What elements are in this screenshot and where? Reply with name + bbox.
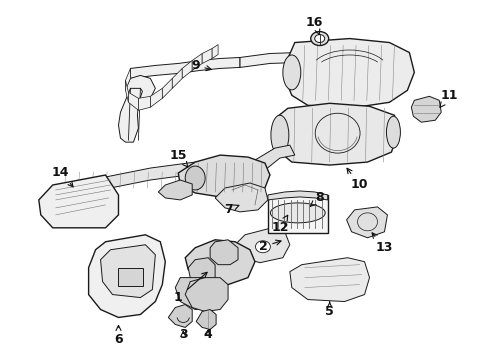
Text: 2: 2 [259,240,281,253]
Polygon shape [138,96,150,110]
Polygon shape [158,180,192,200]
Polygon shape [212,45,218,58]
Polygon shape [125,80,128,102]
Polygon shape [128,92,138,110]
Text: 8: 8 [310,192,324,206]
Ellipse shape [283,55,301,90]
Polygon shape [182,60,192,78]
Polygon shape [185,240,255,285]
Polygon shape [119,88,143,142]
Text: 6: 6 [114,325,123,346]
Polygon shape [285,39,415,108]
Text: 15: 15 [170,149,188,167]
Bar [119,268,144,285]
Ellipse shape [315,35,325,42]
Text: 7: 7 [224,203,239,216]
Ellipse shape [255,241,270,253]
Polygon shape [255,145,295,172]
Ellipse shape [311,32,329,45]
Text: 10: 10 [347,168,368,192]
Ellipse shape [270,203,325,223]
Text: 12: 12 [271,215,289,234]
Text: 9: 9 [191,59,211,72]
Polygon shape [172,68,182,88]
Text: 16: 16 [306,16,323,35]
Polygon shape [188,258,215,285]
Text: 5: 5 [325,302,334,318]
Polygon shape [290,258,369,302]
Polygon shape [175,278,218,310]
Text: 13: 13 [372,233,393,254]
Text: 4: 4 [204,328,213,341]
Polygon shape [240,50,340,67]
Polygon shape [220,162,270,195]
Polygon shape [39,175,119,228]
Ellipse shape [271,115,289,155]
Polygon shape [185,278,228,311]
Polygon shape [192,54,202,71]
Polygon shape [412,96,441,122]
Polygon shape [178,155,270,197]
Polygon shape [100,245,155,298]
Ellipse shape [387,116,400,148]
Polygon shape [210,240,238,265]
Polygon shape [89,235,165,318]
Polygon shape [272,103,397,165]
Polygon shape [346,207,388,238]
Polygon shape [196,310,216,329]
Polygon shape [268,191,328,200]
Text: 1: 1 [174,272,207,304]
Polygon shape [130,58,240,78]
Text: 3: 3 [179,328,188,341]
Polygon shape [235,228,290,263]
Text: 14: 14 [52,166,73,187]
Polygon shape [215,183,268,212]
Bar [268,195,328,233]
Text: 11: 11 [440,89,458,107]
Polygon shape [202,49,212,63]
Polygon shape [125,75,155,102]
Polygon shape [125,68,130,90]
Ellipse shape [185,166,205,190]
Polygon shape [168,305,192,328]
Polygon shape [56,158,255,202]
Polygon shape [162,78,172,98]
Polygon shape [150,88,162,107]
